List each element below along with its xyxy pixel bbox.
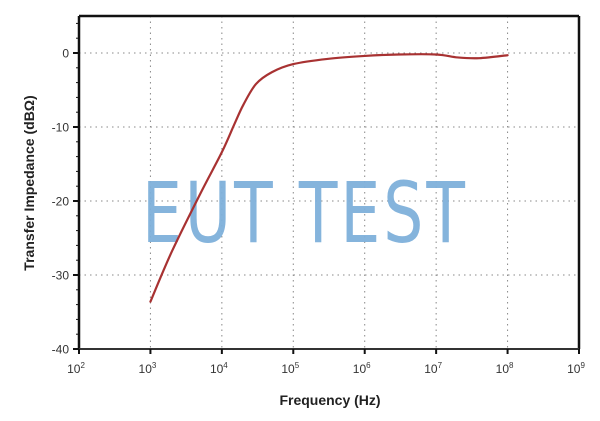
x-tick-label: 103 xyxy=(139,361,157,376)
data-line xyxy=(149,53,509,303)
x-tick-label: 102 xyxy=(67,361,85,376)
plot-frame xyxy=(77,14,581,350)
y-tick-label: -40 xyxy=(52,343,70,357)
x-tick-label: 107 xyxy=(424,361,442,376)
y-tick-label: 0 xyxy=(62,47,69,61)
x-axis-ticks: 102 103 104 105 106 107 108 109 xyxy=(67,349,585,376)
x-tick-label: 106 xyxy=(353,361,371,376)
x-tick-label: 104 xyxy=(210,361,228,376)
y-axis-title: Transfer Impedance (dBΩ) xyxy=(21,95,37,270)
watermark: EUT TEST xyxy=(142,164,468,262)
x-tick-label: 109 xyxy=(567,361,585,376)
y-tick-label: -20 xyxy=(52,195,70,209)
y-tick-label: -30 xyxy=(52,269,70,283)
x-axis-title: Frequency (Hz) xyxy=(279,392,380,408)
y-tick-label: -10 xyxy=(52,121,70,135)
x-tick-label: 105 xyxy=(281,361,299,376)
x-tick-label: 108 xyxy=(496,361,514,376)
y-axis-ticks: 0 -10 -20 -30 -40 xyxy=(52,22,79,357)
